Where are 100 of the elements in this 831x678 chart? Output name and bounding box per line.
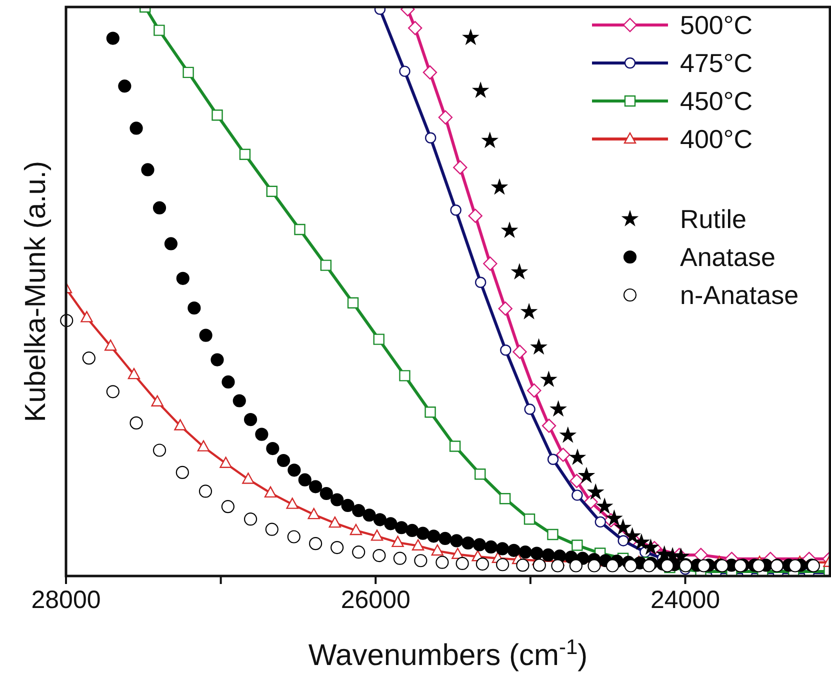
point [424,132,436,144]
legend-label: n-Anatase [680,280,799,310]
point [568,448,586,466]
point [584,494,598,510]
point [551,559,564,572]
point [424,406,436,418]
point [734,559,747,572]
point [570,474,584,488]
point [412,539,424,550]
point [308,508,320,520]
point [588,559,601,572]
point [347,297,359,308]
point [174,419,186,430]
point [572,490,583,501]
point [788,559,802,572]
point [524,404,536,415]
point [197,440,210,452]
point [182,66,194,78]
point [449,440,461,452]
point [606,559,620,572]
point [431,544,444,556]
point [697,559,710,572]
point [606,509,623,526]
point [422,65,438,80]
point [596,497,614,514]
point [399,66,410,77]
x-axis-title: Wavenumbers (cm$^{-1}$) [308,636,588,672]
point [453,160,468,175]
point [399,370,410,382]
point [490,178,508,195]
point [500,222,518,238]
legend-label: 500°C [680,10,753,40]
point [320,260,332,271]
point [80,311,93,322]
point [104,340,117,351]
point [530,338,548,355]
point [468,208,482,223]
point [373,334,384,345]
point [212,110,223,121]
point [239,148,251,160]
point [752,559,766,572]
point [392,536,404,548]
point [266,186,278,197]
point [220,456,232,468]
point [512,344,527,359]
point [524,514,536,525]
point [286,498,298,509]
point [499,493,511,504]
point [520,302,538,320]
x-tick-label: 28000 [31,586,101,614]
y-axis-title: Kubelka-Munk (a.u.) [20,160,52,422]
point [481,132,499,148]
point [542,418,556,433]
point [510,263,528,280]
point [632,533,650,550]
point [550,400,567,417]
point [294,224,306,236]
point [438,110,453,124]
point [500,344,512,356]
point [476,558,489,571]
point [660,559,674,572]
point [498,301,512,316]
point [264,486,277,498]
legend-label: 450°C [680,86,753,116]
point [594,516,606,528]
point [151,395,164,406]
point [642,559,656,572]
point [572,540,583,551]
point [624,559,638,572]
point [474,276,486,288]
point [559,426,577,443]
point [474,468,486,480]
point [462,28,480,46]
legend-label: Rutile [680,204,746,234]
point [472,82,490,98]
point [624,527,641,544]
point [547,528,558,540]
point [452,548,464,559]
point [242,472,254,484]
point [128,368,140,380]
point [328,516,342,528]
point [578,466,596,484]
point [532,558,546,572]
point [527,383,542,398]
point [586,483,604,500]
legend-label: Anatase [680,242,776,272]
point [483,256,498,271]
point [450,204,462,216]
point [540,370,558,388]
point [370,530,384,541]
point [350,524,362,536]
legend-label: 400°C [680,124,753,154]
legend-label: 475°C [680,48,753,78]
point [556,448,570,462]
point [618,535,629,546]
point [516,558,530,572]
point [408,20,422,36]
x-tick-label: 26000 [340,586,410,614]
point [154,24,165,36]
point [614,518,632,535]
